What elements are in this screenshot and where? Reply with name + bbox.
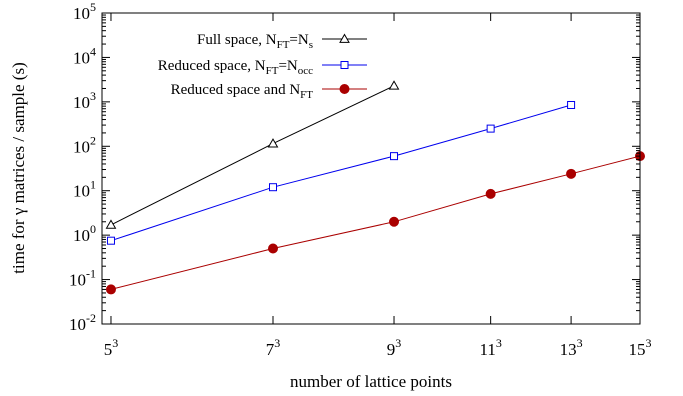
x-tick-label: 113: [479, 336, 501, 359]
data-point-reduced: [106, 236, 115, 245]
data-point-full: [267, 138, 279, 148]
y-tick-base: 10: [69, 315, 86, 334]
data-point-reduced_nft: [389, 216, 400, 227]
y-tick-exponent: -2: [86, 311, 96, 325]
legend-entry-full: Full space, NFT=Ns: [197, 32, 367, 51]
legend-label-part: =N: [289, 32, 308, 48]
legend-label-part: occ: [298, 65, 313, 77]
data-point-reduced: [567, 100, 576, 109]
data-point-reduced_nft: [566, 168, 577, 179]
legend-label-part: Reduced space, N: [158, 58, 266, 74]
x-tick-exponent: 3: [395, 336, 401, 350]
y-tick-label: 100: [73, 222, 96, 245]
series-line-reduced: [110, 104, 572, 242]
y-tick-label: 10-2: [69, 311, 96, 334]
legend-label-part: Reduced space and N: [171, 82, 301, 98]
series-reduced_nft: [105, 151, 645, 295]
series-full: [105, 80, 400, 229]
y-tick-label: 102: [73, 133, 96, 156]
y-tick-label: 10-1: [69, 267, 96, 290]
y-tick-base: 10: [73, 137, 90, 156]
y-tick-base: 10: [73, 182, 90, 201]
y-tick-exponent: 3: [90, 89, 96, 103]
legend-entry-reduced_nft: Reduced space and NFT: [171, 82, 367, 101]
y-tick-exponent: 2: [90, 133, 96, 147]
data-point-full: [105, 219, 117, 229]
x-tick-exponent: 3: [496, 336, 502, 350]
x-tick-label: 153: [629, 336, 652, 359]
x-tick-exponent: 3: [112, 336, 118, 350]
x-tick-base: 9: [387, 340, 396, 359]
legend-entry-reduced: Reduced space, NFT=Nocc: [158, 58, 367, 77]
x-tick-exponent: 3: [274, 336, 280, 350]
y-tick-exponent: 1: [90, 178, 96, 192]
data-point-reduced_nft: [268, 243, 279, 254]
x-tick-label: 53: [104, 336, 119, 359]
legend-label: Full space, NFT=Ns: [197, 32, 313, 51]
legend-label: Reduced space and NFT: [171, 82, 314, 101]
legend-marker: [339, 33, 350, 43]
y-tick-exponent: 4: [90, 44, 96, 58]
data-point-reduced: [486, 124, 495, 133]
series-line-full: [110, 85, 395, 226]
y-tick-base: 10: [73, 4, 90, 23]
x-tick-base: 11: [479, 340, 495, 359]
x-tick-exponent: 3: [646, 336, 652, 350]
legend-label-part: FT: [300, 89, 313, 101]
data-point-reduced: [390, 152, 399, 161]
x-tick-base: 13: [560, 340, 577, 359]
y-tick-base: 10: [69, 271, 86, 290]
x-tick-base: 15: [629, 340, 646, 359]
legend-label: Reduced space, NFT=Nocc: [158, 58, 313, 77]
legend-label-part: Full space, N: [197, 32, 277, 48]
x-tick-label: 73: [266, 336, 281, 359]
y-tick-exponent: 0: [90, 222, 96, 236]
x-tick-label: 133: [560, 336, 583, 359]
y-tick-exponent: -1: [86, 267, 96, 281]
x-axis-label: number of lattice points: [290, 372, 452, 391]
y-tick-label: 103: [73, 89, 96, 112]
y-tick-label: 104: [73, 44, 96, 67]
plot-frame: [101, 12, 641, 325]
series-line-reduced_nft: [110, 155, 641, 290]
series-reduced: [106, 100, 576, 245]
legend-marker: [340, 61, 349, 69]
data-point-reduced_nft: [485, 188, 496, 199]
axis-ticks: [102, 12, 641, 325]
y-tick-base: 10: [73, 226, 90, 245]
legend-label-part: FT: [277, 39, 290, 51]
y-tick-label: 105: [73, 0, 96, 23]
x-tick-label: 93: [387, 336, 402, 359]
x-tick-base: 7: [266, 340, 275, 359]
legend-marker: [339, 84, 350, 94]
data-point-reduced: [269, 183, 278, 192]
series-marks: [105, 80, 645, 295]
data-point-full: [388, 80, 400, 90]
y-axis-label: time for γ matrices / sample (s): [9, 62, 28, 273]
legend-label-part: =N: [278, 58, 297, 74]
y-tick-exponent: 5: [90, 0, 96, 14]
data-point-reduced_nft: [105, 284, 116, 295]
legend-label-part: s: [309, 39, 313, 51]
x-tick-exponent: 3: [577, 336, 583, 350]
legend-label-part: FT: [266, 65, 279, 77]
y-tick-label: 101: [73, 178, 96, 201]
y-tick-base: 10: [73, 93, 90, 112]
y-tick-base: 10: [73, 48, 90, 67]
x-tick-base: 5: [104, 340, 113, 359]
